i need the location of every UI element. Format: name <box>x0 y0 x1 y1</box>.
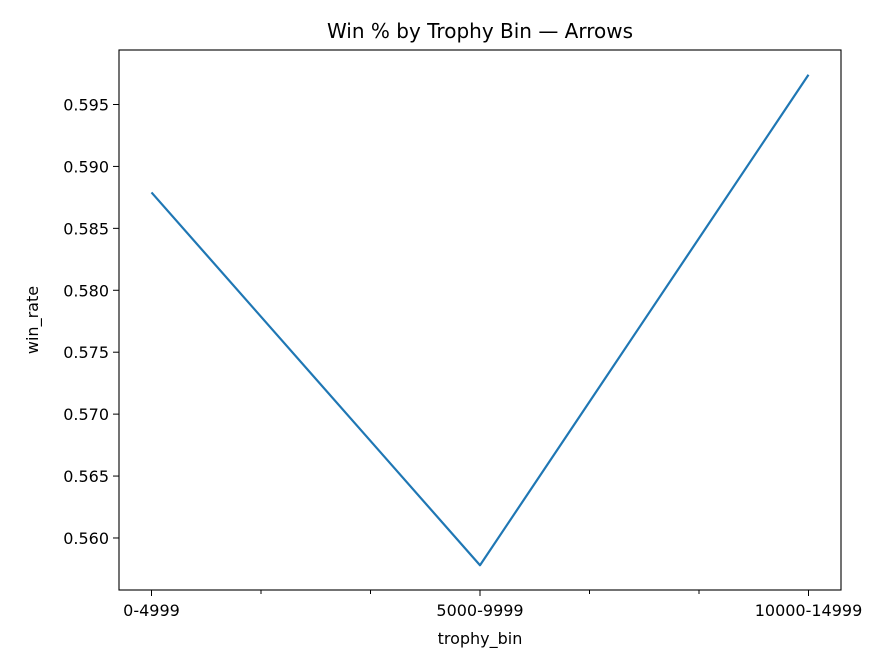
chart-title: Win % by Trophy Bin — Arrows <box>327 19 633 43</box>
series-line <box>150 74 810 567</box>
x-tick-label: 5000-9999 <box>436 601 523 620</box>
y-tick-label: 0.580 <box>63 281 109 300</box>
x-axis: 0-4999 5000-9999 10000-14999 <box>123 590 862 620</box>
y-tick-label: 0.565 <box>63 467 109 486</box>
plot-frame <box>118 49 842 591</box>
y-axis: 0.560 0.565 0.570 0.575 0.580 0.585 0.590 0.595 <box>63 95 119 548</box>
y-tick-label: 0.585 <box>63 219 109 238</box>
x-tick-label: 0-4999 <box>123 601 180 620</box>
y-tick-label: 0.575 <box>63 343 109 362</box>
y-tick-label: 0.595 <box>63 95 109 114</box>
y-tick-label: 0.590 <box>63 157 109 176</box>
y-tick-label: 0.560 <box>63 529 109 548</box>
x-axis-label: trophy_bin <box>438 629 523 649</box>
plot-series <box>150 74 810 567</box>
y-axis-label: win_rate <box>23 286 43 354</box>
x-tick-label: 10000-14999 <box>755 601 863 620</box>
y-tick-label: 0.570 <box>63 405 109 424</box>
